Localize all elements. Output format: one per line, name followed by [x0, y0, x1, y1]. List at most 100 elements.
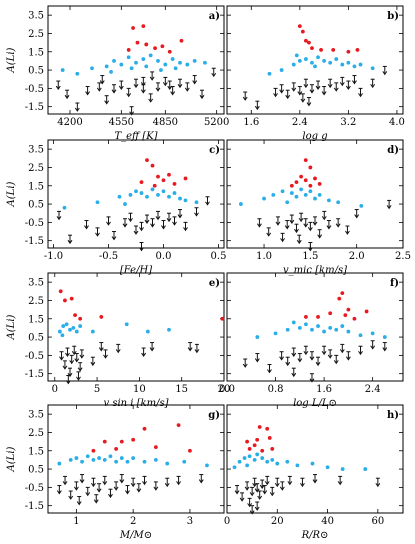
- upper-limit-point: [194, 343, 200, 354]
- cyan-data-point: [242, 456, 247, 460]
- red-data-point: [73, 313, 77, 318]
- upper-limit-point: [386, 199, 392, 210]
- upper-limit-point: [133, 78, 139, 89]
- x-tick-label: 0.5: [211, 251, 227, 262]
- upper-limit-point: [370, 78, 376, 89]
- red-data-point: [260, 448, 265, 453]
- cyan-data-point: [294, 194, 299, 199]
- cyan-data-point: [159, 68, 163, 72]
- x-axis-title: v sin i [km/s]: [104, 398, 169, 409]
- red-data-point: [172, 182, 177, 186]
- cyan-data-point: [183, 198, 188, 203]
- cyan-data-point: [124, 322, 129, 327]
- upper-limit-point: [298, 212, 304, 223]
- upper-limit-point: [106, 216, 111, 226]
- red-data-point: [220, 316, 225, 321]
- upper-limit-point: [333, 82, 339, 92]
- panel-label: d): [387, 145, 399, 156]
- red-data-point: [78, 316, 83, 321]
- cyan-data-point: [334, 327, 339, 332]
- upper-limit-point: [136, 483, 142, 493]
- x-tick-label: 2.5: [395, 251, 411, 262]
- y-tick-label: 3.5: [28, 278, 44, 289]
- upper-limit-point: [155, 210, 161, 221]
- cyan-data-point: [247, 454, 252, 459]
- y-tick-label: -1.5: [25, 236, 44, 247]
- upper-limit-point: [358, 345, 363, 356]
- upper-limit-point: [242, 91, 248, 101]
- x-tick-label: -1.0: [44, 251, 63, 262]
- cyan-data-point: [126, 55, 131, 60]
- cyan-data-point: [172, 191, 177, 195]
- y-tick-label: 2.5: [28, 296, 44, 307]
- upper-limit-point: [279, 84, 285, 94]
- panel-e: 0 5 10 15 20 -1.5 -0.5 0.5 1.5 2.5 3.5 e) v sin i [k…: [6, 272, 230, 409]
- upper-limit-point: [345, 351, 351, 361]
- red-data-point: [297, 24, 302, 29]
- plot-frame: [47, 404, 225, 514]
- plot-frame: [226, 272, 404, 382]
- upper-limit-point: [266, 227, 272, 237]
- cyan-data-point: [161, 189, 166, 194]
- x-tick-label: 1.6: [243, 117, 259, 128]
- cyan-data-point: [85, 454, 90, 459]
- red-data-point: [58, 289, 63, 294]
- x-tick-label: 1: [73, 516, 79, 527]
- cyan-data-point: [252, 458, 257, 462]
- upper-limit-point: [65, 347, 70, 357]
- upper-limit-point: [149, 71, 155, 81]
- x-tick-label: 1.0: [256, 251, 272, 262]
- upper-limit-point: [74, 353, 80, 363]
- upper-limit-point: [345, 80, 351, 90]
- cyan-data-point: [280, 189, 285, 194]
- upper-limit-point: [291, 367, 297, 378]
- y-axis-title: A(Li): [6, 446, 17, 472]
- red-data-point: [119, 439, 124, 444]
- upper-limit-point: [339, 343, 345, 354]
- panel-b: 1.6 2.4 3.2 4.0 b) log g: [226, 5, 405, 142]
- cyan-data-point: [346, 329, 351, 334]
- upper-limit-point: [239, 492, 245, 502]
- upper-limit-point: [125, 485, 130, 495]
- red-data-point: [99, 315, 104, 319]
- cyan-data-point: [156, 59, 160, 63]
- upper-limit-point: [139, 242, 144, 252]
- x-tick-label: 4.0: [389, 117, 405, 128]
- upper-limit-point: [155, 82, 161, 92]
- y-tick-label: 1.5: [28, 314, 44, 325]
- upper-limit-point: [93, 494, 99, 504]
- y-tick-label: 1.5: [28, 181, 44, 192]
- upper-limit-point: [183, 221, 188, 232]
- upper-limit-point: [85, 86, 91, 96]
- cyan-data-point: [297, 59, 302, 63]
- upper-limit-point: [275, 216, 281, 226]
- upper-limit-point: [76, 496, 82, 506]
- upper-limit-point: [149, 342, 155, 352]
- red-data-point: [141, 24, 146, 29]
- red-data-point: [316, 315, 320, 319]
- y-tick-label: 2.5: [28, 29, 44, 40]
- red-data-point: [131, 26, 135, 30]
- cyan-data-point: [255, 452, 260, 457]
- upper-limit-point: [177, 78, 183, 89]
- cyan-data-point: [313, 64, 317, 69]
- panel-f: 0.0 0.8 1.6 2.4 f) log L/L⊙: [219, 272, 404, 409]
- x-tick-label: 60: [371, 516, 384, 527]
- upper-limit-point: [254, 483, 260, 493]
- y-tick-label: 3.5: [28, 11, 44, 22]
- cyan-data-point: [102, 458, 107, 462]
- red-data-point: [144, 42, 149, 47]
- upper-limit-point: [162, 76, 168, 87]
- upper-limit-point: [303, 345, 309, 356]
- cyan-data-point: [185, 62, 190, 67]
- upper-limit-point: [382, 342, 388, 352]
- red-data-point: [167, 49, 172, 54]
- upper-limit-point: [64, 89, 70, 100]
- red-data-point: [307, 40, 311, 45]
- upper-limit-point: [326, 220, 332, 230]
- y-tick-label: 0.5: [28, 66, 44, 77]
- upper-limit-point: [279, 351, 285, 361]
- y-tick-label: -0.5: [25, 84, 44, 95]
- upper-limit-point: [327, 78, 333, 89]
